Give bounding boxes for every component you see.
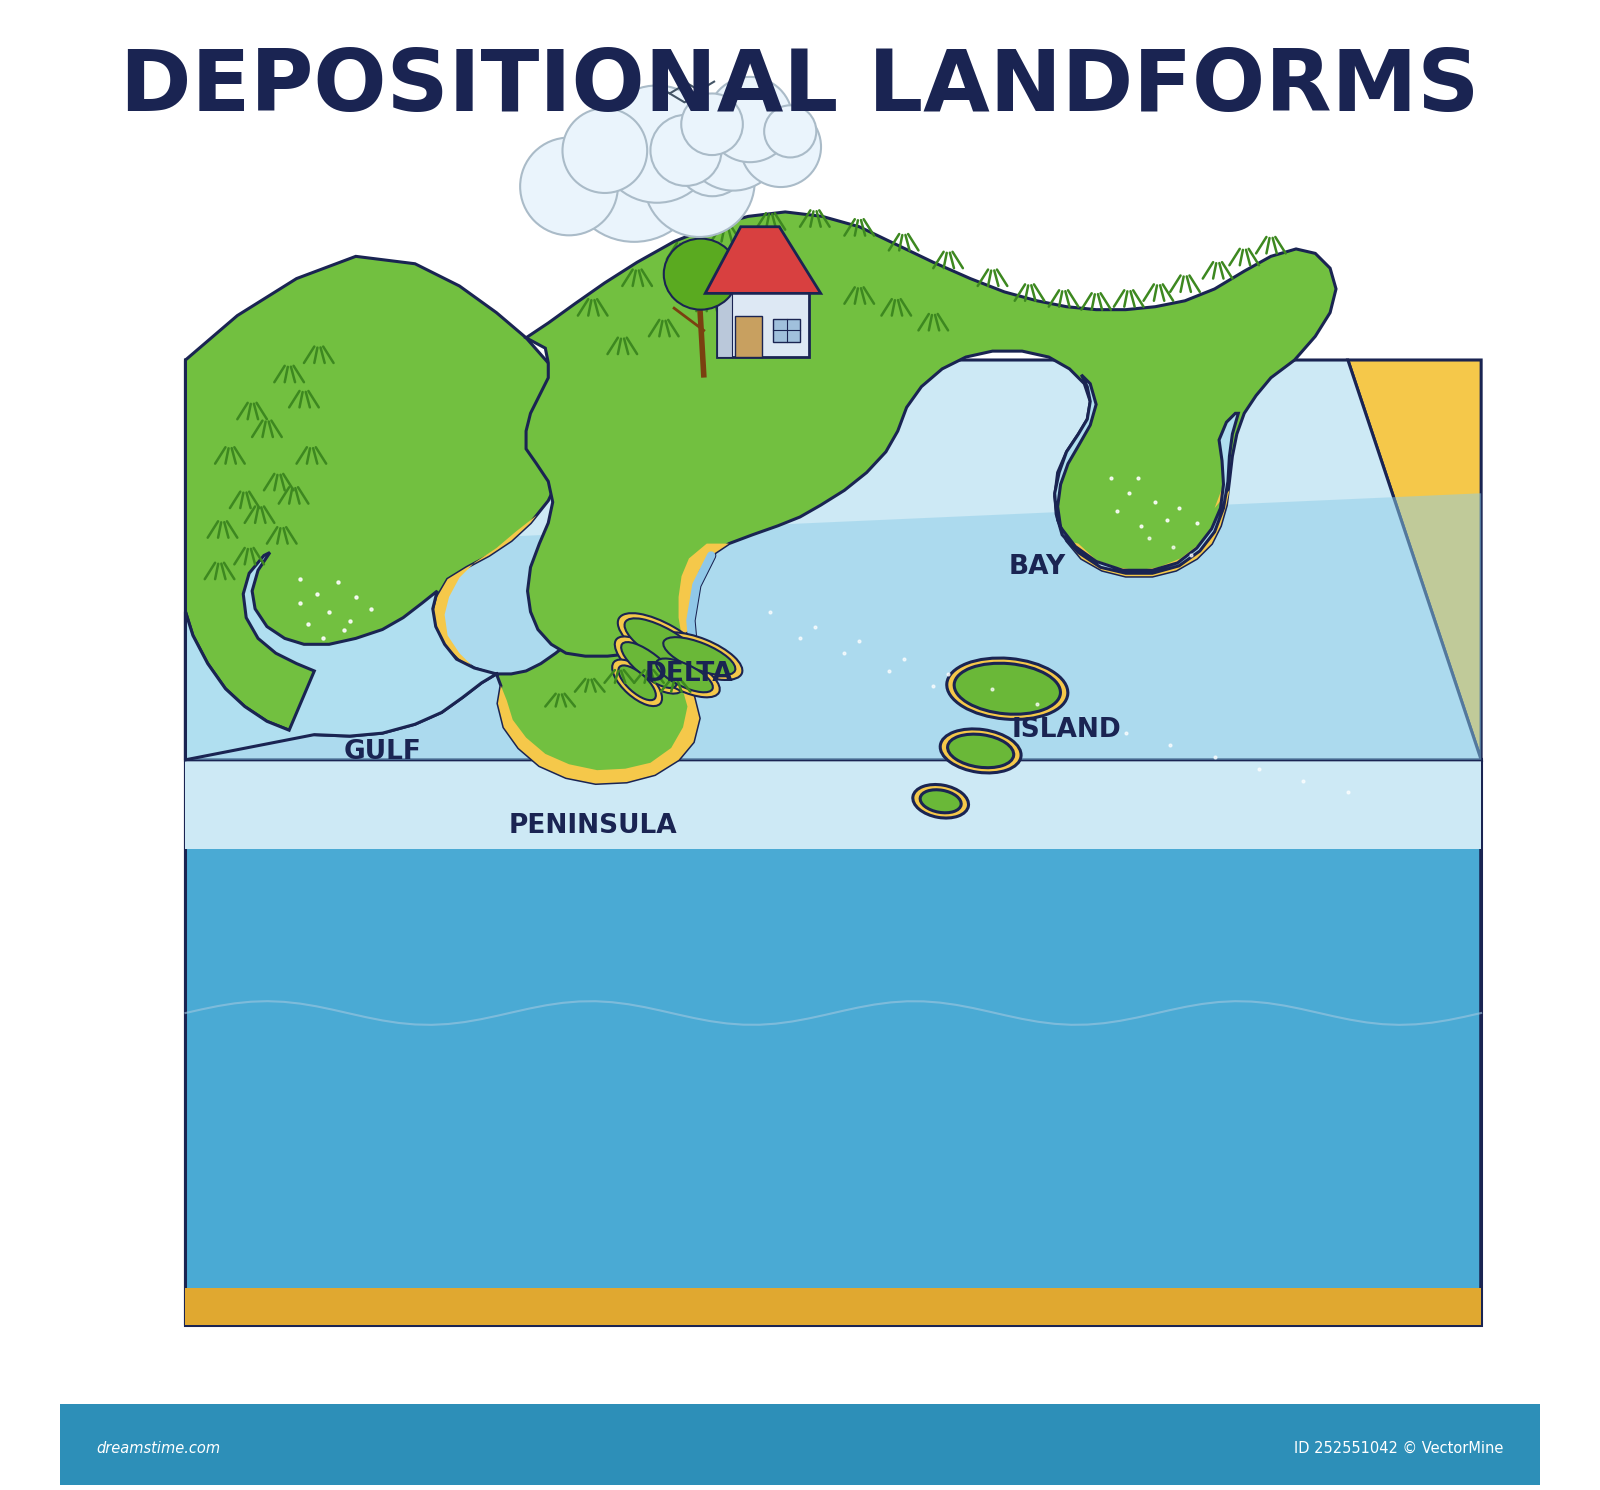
Polygon shape: [186, 553, 496, 760]
Circle shape: [563, 109, 646, 194]
Ellipse shape: [947, 735, 1014, 767]
Polygon shape: [186, 1289, 1482, 1326]
Circle shape: [741, 106, 821, 188]
Text: dreamstime.com: dreamstime.com: [96, 1441, 221, 1456]
Text: ISLAND: ISLAND: [1011, 717, 1122, 744]
Text: DEPOSITIONAL LANDFORMS: DEPOSITIONAL LANDFORMS: [120, 46, 1480, 130]
Circle shape: [520, 137, 618, 235]
Circle shape: [677, 125, 749, 197]
Circle shape: [598, 85, 715, 203]
Ellipse shape: [621, 642, 677, 688]
Ellipse shape: [624, 618, 702, 671]
Circle shape: [707, 77, 792, 162]
Polygon shape: [1347, 361, 1482, 1326]
Polygon shape: [186, 256, 699, 784]
Ellipse shape: [613, 660, 662, 706]
FancyBboxPatch shape: [734, 316, 762, 358]
Polygon shape: [1067, 484, 1229, 577]
Circle shape: [683, 91, 782, 191]
FancyBboxPatch shape: [59, 1404, 1541, 1486]
Circle shape: [682, 94, 742, 155]
Circle shape: [643, 127, 755, 237]
Ellipse shape: [650, 654, 720, 697]
Polygon shape: [526, 212, 1336, 656]
Ellipse shape: [618, 614, 710, 675]
Ellipse shape: [664, 238, 738, 310]
Ellipse shape: [920, 790, 962, 812]
Polygon shape: [706, 226, 821, 294]
FancyBboxPatch shape: [717, 289, 810, 358]
Ellipse shape: [664, 638, 736, 675]
Circle shape: [765, 106, 816, 158]
Text: BAY: BAY: [1008, 554, 1066, 580]
Ellipse shape: [656, 632, 742, 679]
Ellipse shape: [941, 729, 1021, 773]
Text: PENINSULA: PENINSULA: [509, 814, 677, 839]
Circle shape: [651, 115, 722, 186]
Polygon shape: [717, 289, 731, 358]
Text: GULF: GULF: [344, 739, 421, 766]
Polygon shape: [186, 760, 1482, 849]
Circle shape: [566, 104, 702, 241]
Polygon shape: [186, 493, 1482, 760]
Ellipse shape: [614, 636, 683, 694]
FancyBboxPatch shape: [773, 319, 800, 343]
Text: ID 252551042 © VectorMine: ID 252551042 © VectorMine: [1294, 1441, 1504, 1456]
Ellipse shape: [914, 785, 968, 818]
Ellipse shape: [618, 666, 656, 700]
Polygon shape: [1054, 375, 1238, 574]
Ellipse shape: [656, 659, 714, 693]
Ellipse shape: [954, 663, 1061, 714]
Polygon shape: [186, 361, 1482, 760]
Ellipse shape: [947, 659, 1067, 720]
Polygon shape: [498, 642, 699, 784]
Text: DELTA: DELTA: [645, 662, 733, 687]
Polygon shape: [432, 516, 536, 668]
Polygon shape: [186, 760, 1482, 1326]
Polygon shape: [678, 544, 730, 635]
